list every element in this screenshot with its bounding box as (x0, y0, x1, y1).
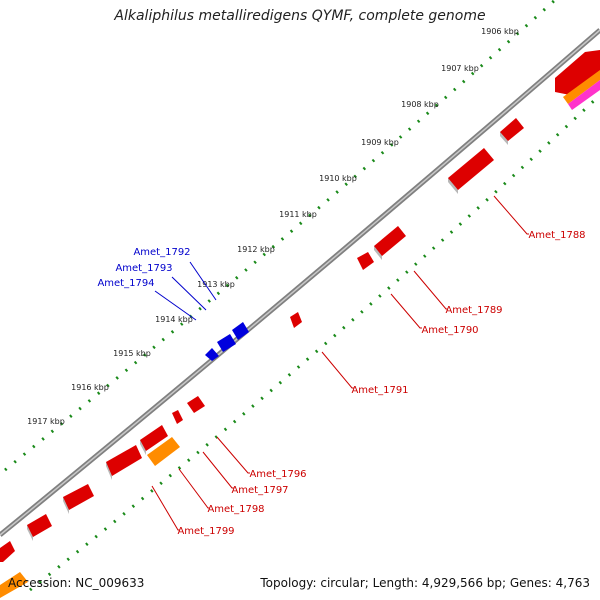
gene-arrow (217, 334, 236, 352)
inner-scale-arc (29, 93, 600, 592)
callout-line (216, 436, 250, 474)
gene-arrow (568, 80, 600, 110)
gene-callouts: Amet_1792 Amet_1793 Amet_1794 Amet_1788 Amet… (97, 195, 586, 537)
callout-line (189, 261, 217, 301)
scale-tick-label: 1911 kbp (279, 210, 317, 219)
gene-arrow (205, 348, 219, 361)
callout-line (178, 468, 210, 509)
gene-label: Amet_1788 (528, 230, 585, 241)
gene-arrow (147, 437, 180, 466)
gene-label: Amet_1793 (115, 263, 172, 274)
gene-arrow (232, 322, 249, 340)
gene-arrow (500, 118, 524, 145)
gene-arrow (357, 252, 374, 270)
gene-arrow (290, 312, 302, 328)
gene-arrow (187, 396, 205, 413)
scale-tick-label: 1910 kbp (319, 174, 357, 183)
gene-arrow (0, 572, 28, 598)
scale-tick-label: 1915 kbp (113, 349, 151, 358)
gene-label: Amet_1792 (133, 247, 190, 258)
scale-tick-label: 1907 kbp (441, 64, 479, 73)
callout-line (413, 270, 448, 310)
gene-arrow (448, 148, 494, 194)
callout-line (202, 451, 234, 489)
scale-tick-label: 1916 kbp (71, 383, 109, 392)
gene-arrow (140, 425, 168, 455)
gene-label: Amet_1790 (421, 325, 478, 336)
scale-tick-label: 1913 kbp (197, 280, 235, 289)
scale-tick-label: 1914 kbp (155, 315, 193, 324)
genome-backbone (0, 28, 600, 537)
callout-line (154, 290, 197, 321)
scale-ticks: 1906 kbp 1907 kbp 1908 kbp 1909 kbp 1910 kbp… (27, 27, 519, 426)
gene-arrow (27, 514, 52, 541)
gene-arrow (374, 226, 406, 260)
scale-tick-label: 1908 kbp (401, 100, 439, 109)
gene-arrow (106, 445, 142, 480)
outer-scale-arc (4, 0, 557, 472)
callout-line (390, 293, 422, 329)
gene-label: Amet_1789 (445, 305, 502, 316)
genome-title: Alkaliphilus metalliredigens QYMF, compl… (114, 8, 486, 24)
gene-arrow (555, 50, 600, 95)
scale-tick-label: 1909 kbp (361, 138, 399, 147)
gene-arrow (63, 484, 94, 514)
callout-line (151, 485, 180, 531)
gene-label: Amet_1797 (231, 485, 288, 496)
gene-label: Amet_1794 (97, 278, 154, 289)
callout-line (171, 276, 207, 311)
genome-backbone-highlight (0, 29, 600, 536)
gene-label: Amet_1798 (207, 504, 264, 515)
scale-tick-label: 1906 kbp (481, 27, 519, 36)
gene-arrow (563, 70, 600, 104)
scale-tick-label: 1912 kbp (237, 245, 275, 254)
gene-label: Amet_1799 (177, 526, 234, 537)
gene-arrow (0, 541, 15, 562)
gene-arrow (172, 410, 183, 424)
accession-label: Accession: NC_009633 (8, 576, 145, 590)
gene-label: Amet_1791 (351, 385, 408, 396)
callout-line (321, 351, 354, 389)
gene-label: Amet_1796 (249, 469, 306, 480)
gene-features (0, 50, 600, 598)
topology-summary: Topology: circular; Length: 4,929,566 bp… (260, 576, 590, 590)
callout-line (493, 195, 529, 235)
scale-tick-label: 1917 kbp (27, 417, 65, 426)
